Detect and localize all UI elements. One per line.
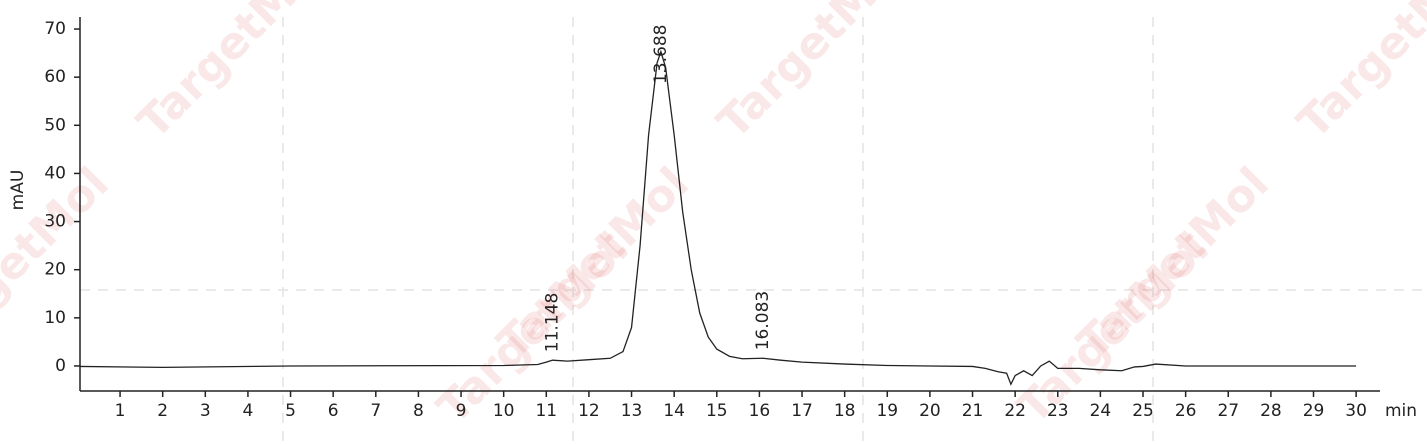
x-tick-label: 2 [157, 401, 168, 421]
x-tick-label: 28 [1260, 401, 1282, 421]
peak-label: 11.148 [543, 293, 563, 352]
watermark: TargetMol [1288, 0, 1427, 149]
x-tick-label: 14 [663, 401, 685, 421]
x-tick-label: 22 [1004, 401, 1026, 421]
x-tick-label: 5 [285, 401, 296, 421]
y-tick-label: 20 [44, 260, 66, 280]
x-tick-label: 20 [919, 401, 941, 421]
y-tick-label: 10 [44, 308, 66, 328]
x-tick-label: 30 [1345, 401, 1367, 421]
x-tick-label: 1 [115, 401, 126, 421]
x-tick-label: 12 [578, 401, 600, 421]
x-tick-label: 6 [328, 401, 339, 421]
y-tick-label: 40 [44, 163, 66, 183]
peak-label: 13.688 [651, 25, 671, 84]
x-tick-label: 23 [1047, 401, 1069, 421]
x-tick-label: 27 [1217, 401, 1239, 421]
peak-label: 16.083 [753, 291, 773, 350]
watermark-grid [80, 17, 1427, 444]
x-tick-label: 26 [1175, 401, 1197, 421]
x-tick-label: 21 [962, 401, 984, 421]
x-tick-label: 19 [876, 401, 898, 421]
x-tick-label: 7 [370, 401, 381, 421]
y-tick-label: 0 [55, 356, 66, 376]
x-tick-label: 29 [1303, 401, 1325, 421]
y-tick-label: 50 [44, 115, 66, 135]
x-tick-label: 16 [749, 401, 771, 421]
y-tick-label: 30 [44, 212, 66, 232]
x-tick-label: 17 [791, 401, 813, 421]
x-tick-label: 3 [200, 401, 211, 421]
x-axis-label: min [1385, 401, 1417, 421]
x-tick-label: 15 [706, 401, 728, 421]
watermark: TargetMol [128, 0, 339, 149]
x-tick-label: 10 [493, 401, 515, 421]
x-tick-label: 13 [621, 401, 643, 421]
x-tick-label: 24 [1090, 401, 1112, 421]
x-tick-label: 4 [243, 401, 254, 421]
y-axis-label: mAU [8, 170, 28, 211]
y-tick-label: 60 [44, 67, 66, 87]
x-tick-label: 11 [535, 401, 557, 421]
x-tick-label: 8 [413, 401, 424, 421]
x-tick-label: 9 [456, 401, 467, 421]
watermark: TargetMol [708, 0, 919, 149]
trace [79, 49, 1357, 386]
y-tick-label: 70 [44, 19, 66, 39]
x-tick-label: 18 [834, 401, 856, 421]
x-tick-label: 25 [1132, 401, 1154, 421]
